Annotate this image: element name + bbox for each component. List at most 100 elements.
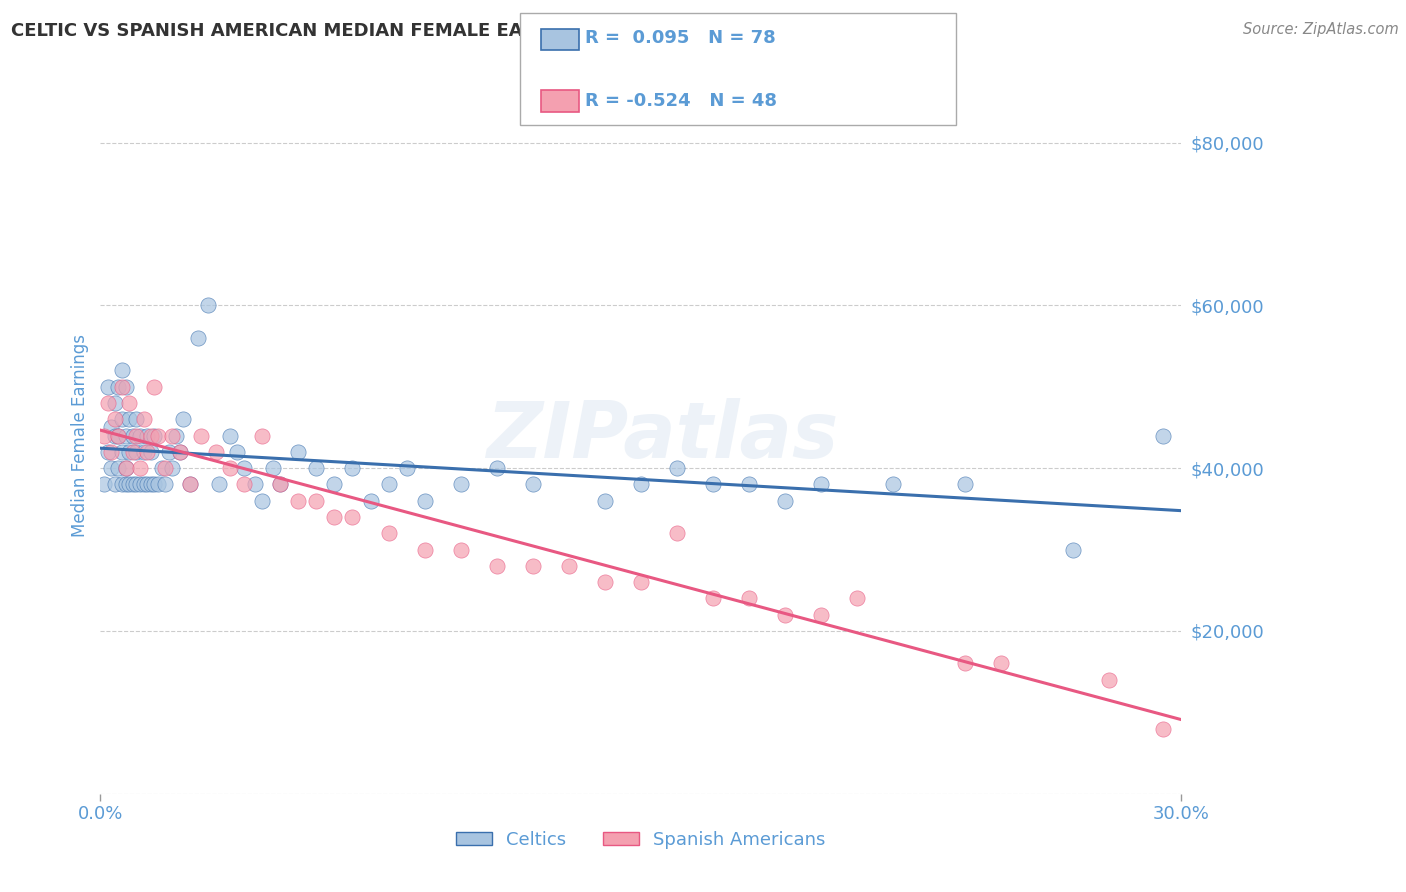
Point (845, 591, 868, 606)
Point (104, 412, 127, 426)
Point (121, 445, 143, 459)
Point (136, 428, 159, 442)
Point (125, 428, 148, 442)
Point (118, 396, 141, 410)
Point (162, 461, 184, 475)
Point (114, 461, 136, 475)
Point (738, 477, 761, 491)
Point (773, 607, 796, 622)
Point (104, 396, 127, 410)
Text: R =  0.095   N = 78: R = 0.095 N = 78 (585, 29, 776, 47)
Point (125, 477, 148, 491)
Point (121, 477, 143, 491)
Point (93, 477, 115, 491)
Point (593, 493, 616, 508)
Point (413, 542, 436, 557)
Text: ZIPatlas: ZIPatlas (486, 398, 838, 474)
Point (953, 477, 976, 491)
Point (1152, 428, 1174, 442)
Point (287, 445, 309, 459)
Point (139, 428, 162, 442)
Point (100, 461, 122, 475)
Point (773, 493, 796, 508)
Point (305, 493, 328, 508)
Point (1062, 542, 1084, 557)
Point (93, 428, 115, 442)
Point (146, 428, 169, 442)
Point (395, 461, 418, 475)
Point (114, 428, 136, 442)
Point (882, 477, 904, 491)
Point (129, 461, 152, 475)
Point (107, 428, 129, 442)
Text: Source: ZipAtlas.com: Source: ZipAtlas.com (1243, 22, 1399, 37)
Point (129, 428, 152, 442)
Point (169, 445, 191, 459)
Point (342, 461, 364, 475)
Point (1098, 673, 1121, 687)
Point (114, 461, 136, 475)
Point (323, 477, 346, 491)
Point (107, 380, 129, 394)
Point (208, 477, 231, 491)
Point (226, 445, 249, 459)
Point (121, 428, 143, 442)
Point (522, 558, 544, 573)
Point (450, 477, 472, 491)
Point (630, 575, 652, 590)
Point (219, 461, 242, 475)
Point (143, 380, 166, 394)
Point (169, 445, 191, 459)
Point (114, 477, 136, 491)
Point (132, 412, 155, 426)
Point (139, 445, 162, 459)
Point (990, 657, 1012, 671)
Point (219, 428, 242, 442)
Point (204, 445, 226, 459)
Point (522, 477, 544, 491)
Point (96, 396, 118, 410)
Point (143, 477, 166, 491)
Point (132, 445, 155, 459)
Text: CELTIC VS SPANISH AMERICAN MEDIAN FEMALE EARNINGS CORRELATION CHART: CELTIC VS SPANISH AMERICAN MEDIAN FEMALE… (11, 22, 823, 40)
Point (810, 607, 832, 622)
Point (96, 380, 118, 394)
Point (100, 445, 122, 459)
Point (96, 445, 118, 459)
Point (129, 477, 152, 491)
Point (810, 477, 832, 491)
Point (104, 477, 127, 491)
Point (111, 363, 134, 377)
Point (377, 526, 399, 541)
Point (150, 461, 173, 475)
Point (233, 461, 256, 475)
Point (125, 445, 148, 459)
Point (1152, 722, 1174, 736)
Point (305, 461, 328, 475)
Point (557, 558, 579, 573)
Point (413, 493, 436, 508)
Text: R = -0.524   N = 48: R = -0.524 N = 48 (585, 92, 778, 110)
Point (143, 428, 166, 442)
Point (157, 445, 180, 459)
Point (702, 477, 724, 491)
Point (136, 445, 159, 459)
Point (107, 428, 129, 442)
Point (179, 477, 201, 491)
Point (162, 428, 184, 442)
Point (111, 412, 134, 426)
Point (665, 461, 688, 475)
Point (630, 477, 652, 491)
Point (738, 591, 761, 606)
Point (665, 526, 688, 541)
Point (485, 558, 508, 573)
Point (179, 477, 201, 491)
Point (114, 380, 136, 394)
Point (287, 493, 309, 508)
Point (360, 493, 382, 508)
Point (111, 380, 134, 394)
Point (146, 477, 169, 491)
Point (118, 412, 141, 426)
Point (953, 657, 976, 671)
Point (125, 412, 148, 426)
